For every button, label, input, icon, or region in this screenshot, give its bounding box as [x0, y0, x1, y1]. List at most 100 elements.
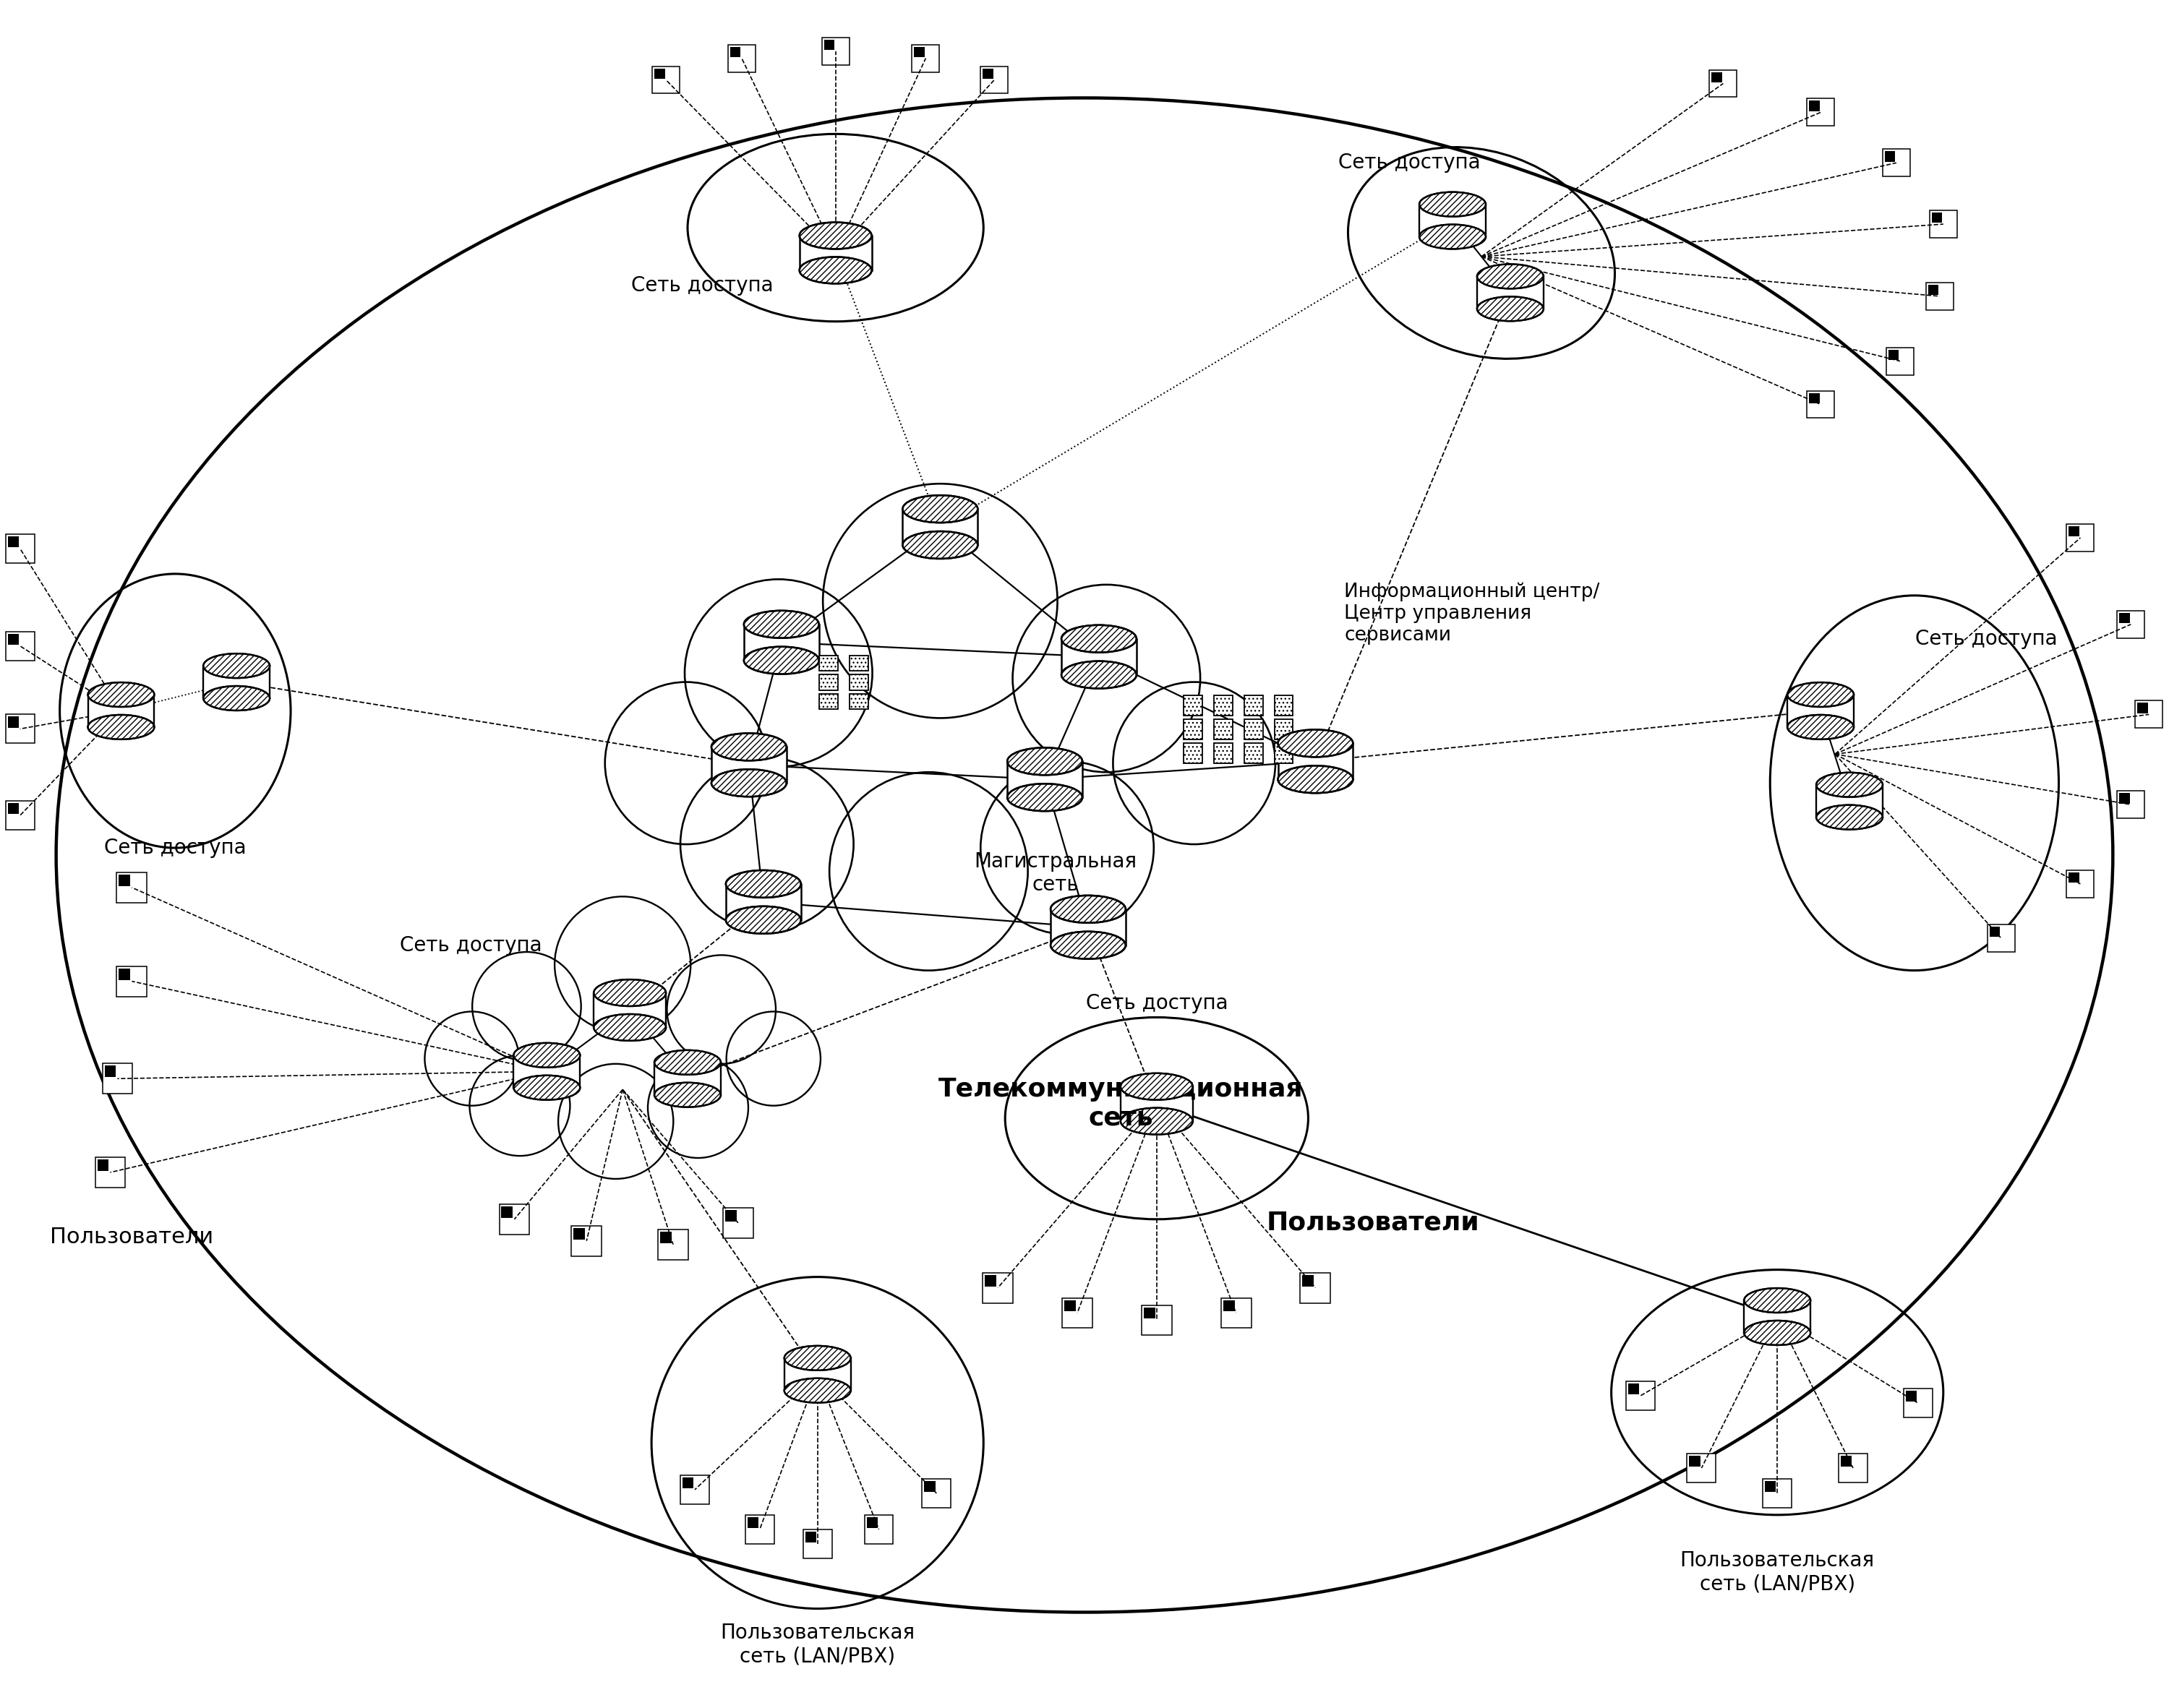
- Bar: [1223, 1300, 1234, 1312]
- Text: Пользовательская
сеть (LAN/PBX): Пользовательская сеть (LAN/PBX): [1681, 1551, 1874, 1594]
- Bar: [1629, 1383, 1640, 1395]
- Bar: [570, 1226, 601, 1255]
- Bar: [1709, 70, 1737, 97]
- Bar: [2119, 613, 2130, 623]
- Bar: [1063, 1298, 1093, 1329]
- Bar: [2119, 793, 2130, 803]
- FancyBboxPatch shape: [1275, 743, 1293, 763]
- Bar: [724, 1209, 737, 1221]
- Bar: [2067, 524, 2093, 552]
- Ellipse shape: [1419, 224, 1486, 249]
- Polygon shape: [1815, 784, 1883, 816]
- Ellipse shape: [1006, 748, 1082, 775]
- Ellipse shape: [204, 654, 269, 678]
- Text: Сеть доступа: Сеть доступа: [104, 837, 247, 857]
- FancyBboxPatch shape: [1215, 743, 1232, 763]
- Ellipse shape: [727, 869, 800, 898]
- Ellipse shape: [204, 687, 269, 711]
- Bar: [1807, 391, 1835, 418]
- FancyBboxPatch shape: [1245, 695, 1262, 716]
- Circle shape: [829, 772, 1028, 970]
- Bar: [731, 46, 740, 56]
- Bar: [980, 67, 1009, 94]
- FancyBboxPatch shape: [1184, 719, 1202, 740]
- Polygon shape: [1061, 639, 1137, 675]
- Polygon shape: [655, 1062, 720, 1095]
- Bar: [729, 44, 755, 72]
- Bar: [822, 38, 850, 65]
- Circle shape: [666, 955, 777, 1064]
- Ellipse shape: [727, 907, 800, 934]
- Bar: [1807, 99, 1835, 126]
- Text: Пользователи: Пользователи: [50, 1226, 215, 1249]
- Polygon shape: [727, 885, 800, 921]
- Bar: [983, 68, 993, 79]
- Polygon shape: [594, 992, 666, 1028]
- Bar: [1299, 1272, 1330, 1303]
- FancyBboxPatch shape: [850, 675, 868, 690]
- Bar: [1221, 1298, 1252, 1329]
- Bar: [117, 873, 147, 902]
- Ellipse shape: [1121, 1073, 1193, 1100]
- Ellipse shape: [1815, 772, 1883, 798]
- Polygon shape: [1050, 909, 1126, 945]
- Bar: [1627, 1382, 1655, 1411]
- Bar: [1907, 1390, 1917, 1402]
- Bar: [9, 717, 20, 728]
- Bar: [1690, 1455, 1700, 1467]
- Bar: [1989, 926, 2000, 938]
- Bar: [2069, 526, 2080, 536]
- Bar: [104, 1066, 115, 1078]
- Ellipse shape: [1278, 729, 1353, 757]
- Ellipse shape: [1050, 895, 1126, 922]
- Circle shape: [557, 1064, 672, 1179]
- Bar: [1889, 350, 1898, 360]
- Polygon shape: [204, 666, 269, 699]
- Bar: [573, 1228, 586, 1240]
- FancyBboxPatch shape: [850, 656, 868, 671]
- Text: Пользовательская
сеть (LAN/PBX): Пользовательская сеть (LAN/PBX): [720, 1623, 915, 1667]
- Bar: [865, 1515, 894, 1544]
- Circle shape: [1013, 584, 1199, 772]
- Bar: [1930, 210, 1956, 237]
- Ellipse shape: [1477, 297, 1544, 321]
- Ellipse shape: [1744, 1320, 1811, 1346]
- Bar: [1926, 282, 1954, 309]
- Ellipse shape: [902, 495, 978, 523]
- Bar: [1141, 1305, 1171, 1336]
- Text: Сеть доступа: Сеть доступа: [399, 934, 542, 955]
- Bar: [653, 67, 679, 94]
- Bar: [1839, 1454, 1868, 1483]
- Bar: [7, 535, 35, 564]
- Ellipse shape: [1477, 265, 1544, 289]
- Text: Пользователи: Пользователи: [1267, 1211, 1479, 1235]
- Ellipse shape: [89, 683, 154, 707]
- Bar: [657, 1230, 688, 1259]
- Ellipse shape: [800, 256, 872, 284]
- Bar: [824, 39, 835, 50]
- Bar: [868, 1517, 878, 1529]
- Bar: [1809, 393, 1820, 403]
- Bar: [499, 1204, 529, 1235]
- Bar: [803, 1529, 833, 1558]
- Ellipse shape: [785, 1378, 850, 1402]
- Bar: [1933, 212, 1941, 224]
- Ellipse shape: [744, 647, 820, 675]
- Bar: [1987, 924, 2015, 951]
- Ellipse shape: [785, 1346, 850, 1370]
- FancyBboxPatch shape: [1215, 719, 1232, 740]
- Bar: [119, 874, 130, 886]
- Circle shape: [649, 1057, 748, 1158]
- Bar: [805, 1532, 816, 1542]
- Circle shape: [425, 1011, 518, 1105]
- Bar: [983, 1272, 1013, 1303]
- Text: Сеть доступа: Сеть доступа: [1338, 152, 1479, 173]
- Ellipse shape: [1744, 1288, 1811, 1313]
- Polygon shape: [902, 509, 978, 545]
- Ellipse shape: [594, 979, 666, 1006]
- Bar: [1883, 149, 1911, 176]
- Ellipse shape: [1061, 661, 1137, 688]
- FancyBboxPatch shape: [1215, 695, 1232, 716]
- Bar: [2134, 700, 2162, 728]
- Polygon shape: [1787, 695, 1854, 728]
